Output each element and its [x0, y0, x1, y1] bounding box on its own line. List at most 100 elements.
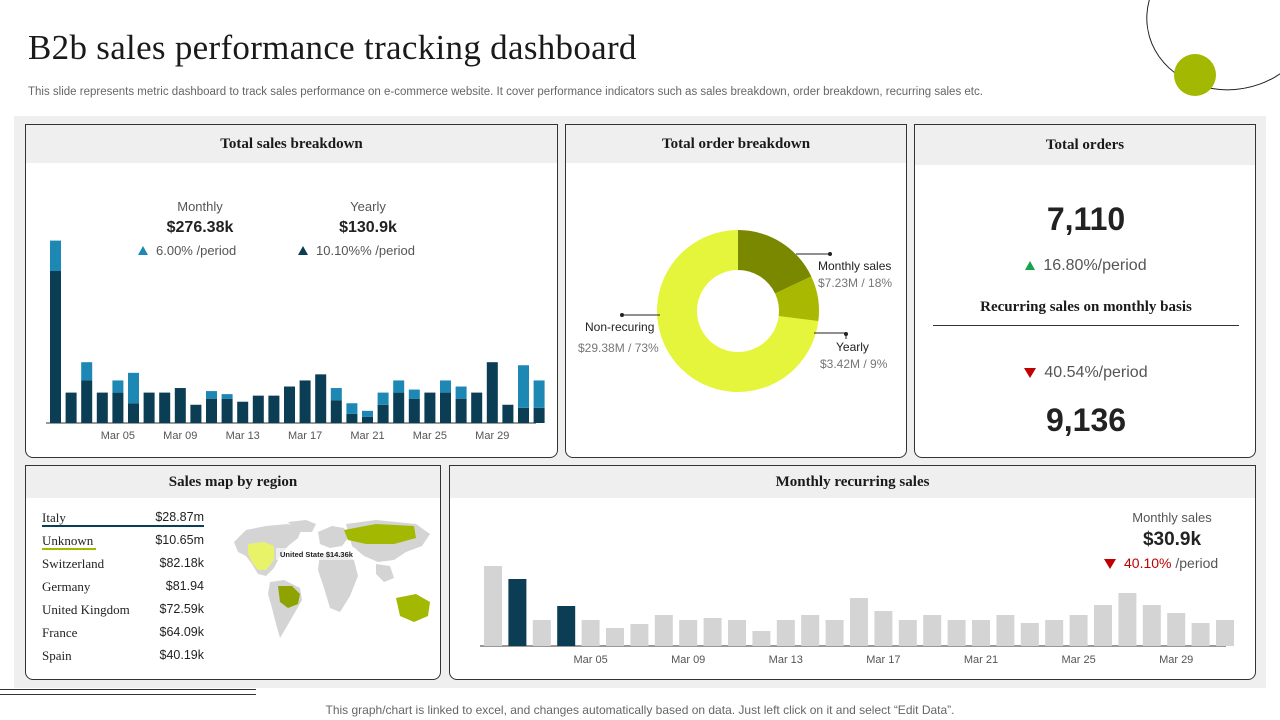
sales-bar-base[interactable]: [50, 271, 61, 423]
sales-bar-base[interactable]: [330, 400, 342, 423]
recurring-panel[interactable]: Monthly recurring sales Monthly sales $3…: [449, 465, 1256, 680]
sales-bar-base[interactable]: [237, 401, 249, 423]
sales-breakdown-panel[interactable]: Total sales breakdown Monthly $276.38k 6…: [25, 124, 558, 458]
recurring-bar[interactable]: [508, 579, 527, 646]
region-row[interactable]: France $64.09k: [42, 625, 204, 645]
recurring-bar[interactable]: [752, 631, 771, 646]
sales-bar-top[interactable]: [221, 394, 233, 399]
region-row[interactable]: United Kingdom $72.59k: [42, 602, 204, 622]
sales-breakdown-chart[interactable]: Mar 05 Mar 09 Mar 13 Mar 17 Mar 21 Mar 25 Mar …: [26, 125, 558, 458]
recurring-bar[interactable]: [728, 620, 746, 646]
recurring-bar[interactable]: [972, 620, 990, 646]
sales-bar-base[interactable]: [440, 392, 451, 423]
recurring-bar[interactable]: [874, 611, 893, 646]
sales-bar-top[interactable]: [206, 391, 217, 399]
region-row[interactable]: Italy $28.87m: [42, 510, 204, 530]
sales-bar-base[interactable]: [502, 404, 514, 423]
sales-bar-top[interactable]: [408, 389, 420, 399]
order-breakdown-panel[interactable]: Total order breakdown Monthly sales $7.2…: [565, 124, 907, 458]
sales-bar-base[interactable]: [518, 407, 529, 423]
sales-bar-top[interactable]: [81, 362, 93, 381]
sales-bar-top[interactable]: [112, 380, 124, 393]
brazil-shape[interactable]: [278, 586, 300, 608]
region-row[interactable]: Germany $81.94: [42, 579, 204, 599]
sales-bar-top[interactable]: [346, 403, 358, 414]
recurring-bar[interactable]: [1167, 613, 1186, 646]
donut-slice[interactable]: [775, 276, 819, 322]
sales-bar-base[interactable]: [159, 392, 171, 423]
sales-bar-base[interactable]: [221, 398, 233, 423]
sales-bar-base[interactable]: [377, 404, 389, 423]
recurring-bar[interactable]: [654, 615, 673, 646]
recurring-sales-chart[interactable]: Mar 05 Mar 09 Mar 13 Mar 17 Mar 21 Mar 25 Mar …: [450, 466, 1256, 680]
sales-bar-base[interactable]: [471, 392, 483, 423]
africa-shape[interactable]: [318, 552, 358, 612]
order-donut-chart[interactable]: [566, 125, 907, 458]
recurring-bar[interactable]: [1094, 605, 1112, 646]
australia-shape[interactable]: [396, 594, 430, 622]
russia-shape[interactable]: [344, 524, 416, 544]
sales-bar-base[interactable]: [486, 362, 498, 423]
world-map[interactable]: United State $14.36k: [226, 516, 436, 646]
sales-bar-base[interactable]: [455, 398, 467, 423]
recurring-bar[interactable]: [947, 620, 966, 646]
sales-bar-base[interactable]: [96, 392, 108, 423]
recurring-bar[interactable]: [679, 620, 698, 646]
sales-bar-base[interactable]: [252, 395, 264, 423]
recurring-bar[interactable]: [1142, 605, 1161, 646]
sales-bar-base[interactable]: [284, 386, 295, 423]
recurring-bar[interactable]: [532, 620, 551, 646]
recurring-bar[interactable]: [557, 606, 576, 646]
recurring-bar[interactable]: [1216, 620, 1234, 646]
sales-bar-base[interactable]: [174, 388, 186, 423]
sales-bar-top[interactable]: [533, 380, 545, 408]
sales-bar-top[interactable]: [518, 365, 529, 408]
sales-bar-base[interactable]: [424, 392, 436, 423]
sales-bar-top[interactable]: [330, 388, 342, 401]
sales-bar-base[interactable]: [206, 398, 217, 423]
recurring-bar[interactable]: [1045, 620, 1064, 646]
recurring-bar[interactable]: [898, 620, 917, 646]
sales-bar-base[interactable]: [81, 380, 93, 423]
recurring-bar[interactable]: [996, 615, 1015, 646]
sales-bar-base[interactable]: [533, 407, 545, 423]
recurring-bar[interactable]: [606, 628, 624, 646]
region-panel[interactable]: Sales map by region Italy $28.87m Unknown $…: [25, 465, 441, 680]
sales-bar-top[interactable]: [440, 380, 451, 393]
recurring-bar[interactable]: [1069, 615, 1088, 646]
sales-bar-base[interactable]: [315, 374, 327, 423]
total-orders-panel[interactable]: Total orders 7,110 16.80%/period Recurri…: [914, 124, 1256, 458]
sales-bar-base[interactable]: [299, 380, 311, 423]
recurring-bar[interactable]: [850, 598, 868, 646]
recurring-bar[interactable]: [703, 618, 722, 646]
recurring-bar[interactable]: [484, 566, 502, 646]
sales-bar-top[interactable]: [393, 380, 405, 393]
sales-bar-top[interactable]: [362, 410, 373, 417]
sales-bar-base[interactable]: [112, 392, 124, 423]
recurring-bar[interactable]: [1191, 623, 1210, 646]
recurring-bar[interactable]: [923, 615, 942, 646]
recurring-bar[interactable]: [1118, 593, 1137, 646]
sales-bar-top[interactable]: [128, 372, 139, 404]
sales-bar-top[interactable]: [50, 240, 61, 271]
recurring-bar[interactable]: [801, 615, 820, 646]
recurring-bar[interactable]: [630, 624, 649, 646]
recurring-bar[interactable]: [776, 620, 795, 646]
usa-shape[interactable]: [248, 542, 274, 570]
sales-bar-base[interactable]: [65, 392, 77, 423]
europe-shape[interactable]: [318, 526, 348, 548]
sales-bar-base[interactable]: [362, 416, 373, 423]
recurring-bar[interactable]: [581, 620, 600, 646]
sales-bar-base[interactable]: [190, 404, 202, 423]
region-row[interactable]: Switzerland $82.18k: [42, 556, 204, 576]
sales-bar-top[interactable]: [455, 386, 467, 399]
sales-bar-base[interactable]: [128, 403, 139, 423]
sales-bar-top[interactable]: [377, 392, 389, 405]
sales-bar-base[interactable]: [393, 392, 405, 423]
region-row[interactable]: Unknown $10.65m: [42, 533, 204, 553]
donut-slice[interactable]: [738, 230, 812, 294]
sales-bar-base[interactable]: [346, 413, 358, 423]
recurring-bar[interactable]: [825, 620, 844, 646]
recurring-bar[interactable]: [1020, 623, 1039, 646]
region-row[interactable]: Spain $40.19k: [42, 648, 204, 668]
